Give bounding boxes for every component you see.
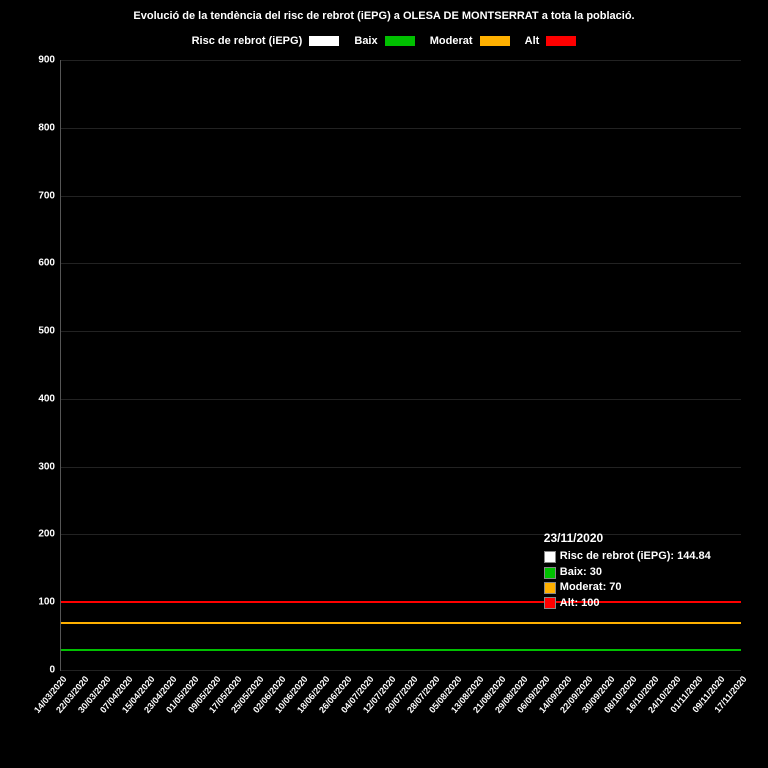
legend-item-baix: Baix [354,35,414,47]
tooltip-label: Moderat: 70 [560,580,622,595]
chart-container: Evolució de la tendència del risc de reb… [0,0,768,768]
legend-swatch-iepg [309,36,339,46]
legend-swatch-baix [385,36,415,46]
y-tick-label: 900 [38,55,55,66]
tooltip-row: Risc de rebrot (iEPG): 144.84 [544,549,711,564]
gridline [61,128,741,129]
legend-swatch-alt [546,36,576,46]
tooltip-swatch [544,582,556,594]
tooltip-swatch [544,567,556,579]
y-tick-label: 300 [38,461,55,472]
legend-item-iepg: Risc de rebrot (iEPG) [192,35,340,47]
tooltip-row: Moderat: 70 [544,580,711,595]
tooltip-swatch [544,597,556,609]
y-tick-label: 0 [49,665,55,676]
tooltip-label: Baix: 30 [560,565,602,580]
gridline [61,263,741,264]
tooltip-row: Baix: 30 [544,565,711,580]
gridline [61,399,741,400]
tooltip-date: 23/11/2020 [544,530,711,547]
y-tick-label: 200 [38,529,55,540]
tooltip: 23/11/2020 Risc de rebrot (iEPG): 144.84B… [544,530,711,611]
gridline [61,60,741,61]
tooltip-row: Alt: 100 [544,596,711,611]
gridline [61,196,741,197]
y-tick-label: 600 [38,258,55,269]
y-tick-label: 700 [38,190,55,201]
gridline [61,331,741,332]
chart-title: Evolució de la tendència del risc de reb… [0,10,768,22]
y-tick-label: 100 [38,597,55,608]
y-tick-label: 400 [38,393,55,404]
legend-label: Risc de rebrot (iEPG) [192,35,303,47]
tooltip-swatch [544,551,556,563]
plot-area: 010020030040050060070080090014/03/202022… [60,60,741,671]
legend-swatch-moderat [480,36,510,46]
legend-label: Moderat [430,35,473,47]
gridline [61,467,741,468]
legend-item-moderat: Moderat [430,35,510,47]
tooltip-label: Risc de rebrot (iEPG): 144.84 [560,549,711,564]
legend-label: Baix [354,35,377,47]
tooltip-label: Alt: 100 [560,596,600,611]
threshold-moderat [61,622,741,624]
legend: Risc de rebrot (iEPG) Baix Moderat Alt [0,35,768,47]
legend-label: Alt [525,35,540,47]
y-tick-label: 800 [38,122,55,133]
y-tick-label: 500 [38,326,55,337]
gridline [61,670,741,671]
legend-item-alt: Alt [525,35,577,47]
threshold-baix [61,649,741,651]
